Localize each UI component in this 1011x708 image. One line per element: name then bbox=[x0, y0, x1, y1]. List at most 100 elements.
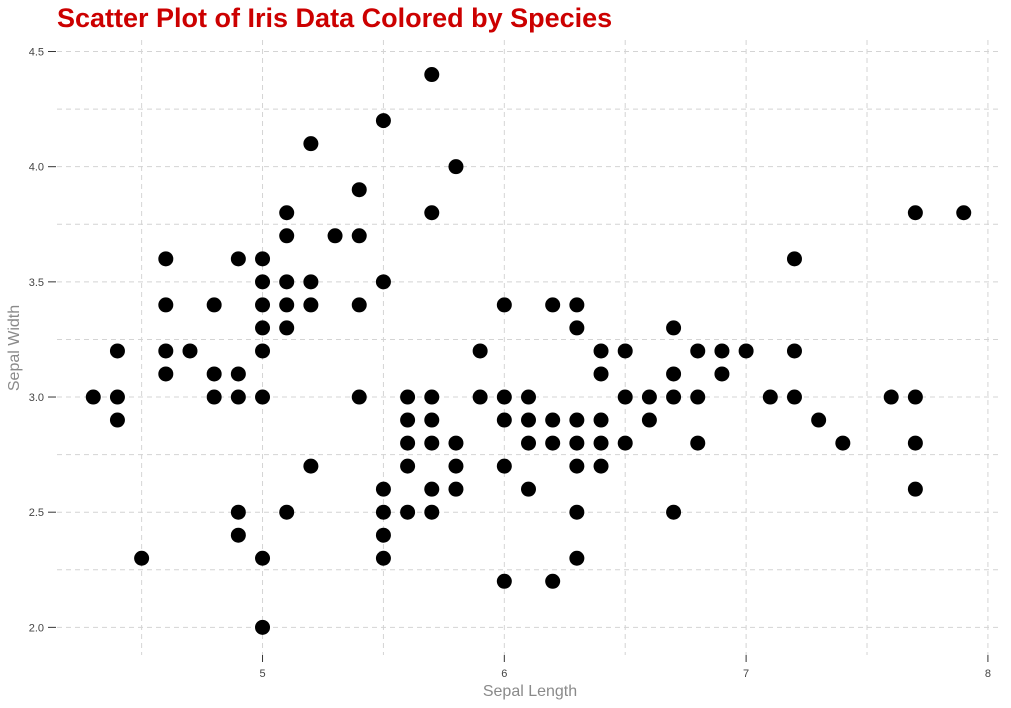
data-point bbox=[351, 182, 367, 198]
data-point bbox=[496, 412, 512, 428]
data-point bbox=[569, 412, 585, 428]
data-point bbox=[593, 366, 609, 382]
y-tick-label: 3.0 bbox=[29, 392, 44, 404]
data-point bbox=[738, 343, 754, 359]
data-point bbox=[569, 504, 585, 520]
data-point bbox=[593, 458, 609, 474]
data-point bbox=[375, 527, 391, 543]
data-point bbox=[641, 389, 657, 405]
data-point bbox=[617, 343, 633, 359]
data-point bbox=[496, 458, 512, 474]
y-tick-label: 4.5 bbox=[29, 47, 44, 59]
data-point bbox=[327, 228, 343, 244]
data-point bbox=[230, 527, 246, 543]
data-point bbox=[666, 389, 682, 405]
x-tick-label: 6 bbox=[501, 668, 507, 680]
data-point bbox=[230, 251, 246, 267]
data-point bbox=[230, 504, 246, 520]
data-point bbox=[400, 458, 416, 474]
data-point bbox=[303, 274, 319, 290]
data-point bbox=[400, 389, 416, 405]
data-point bbox=[158, 297, 174, 313]
data-point bbox=[811, 412, 827, 428]
data-point bbox=[182, 343, 198, 359]
data-point bbox=[158, 251, 174, 267]
chart-title: Scatter Plot of Iris Data Colored by Spe… bbox=[57, 3, 612, 33]
data-point bbox=[424, 435, 440, 451]
data-point bbox=[521, 481, 536, 497]
data-point bbox=[424, 67, 440, 83]
data-point bbox=[496, 573, 512, 589]
data-point bbox=[569, 435, 585, 451]
data-point bbox=[255, 343, 271, 359]
data-point bbox=[424, 412, 440, 428]
data-point bbox=[375, 550, 391, 566]
data-point bbox=[786, 389, 802, 405]
data-point bbox=[617, 389, 633, 405]
data-point bbox=[883, 389, 899, 405]
data-point bbox=[255, 274, 271, 290]
data-point bbox=[303, 458, 319, 474]
data-point bbox=[569, 320, 585, 336]
data-point bbox=[375, 504, 391, 520]
data-point bbox=[545, 435, 561, 451]
data-point bbox=[496, 297, 512, 313]
data-point bbox=[424, 481, 440, 497]
y-axis-title: Sepal Width bbox=[6, 305, 23, 391]
data-point bbox=[593, 343, 609, 359]
data-point bbox=[279, 228, 295, 244]
data-point bbox=[351, 228, 367, 244]
data-point bbox=[569, 297, 585, 313]
x-tick-label: 7 bbox=[743, 668, 749, 680]
data-point bbox=[472, 389, 488, 405]
data-point bbox=[255, 320, 271, 336]
data-point bbox=[400, 504, 416, 520]
data-point bbox=[279, 504, 295, 520]
data-point bbox=[158, 366, 174, 382]
data-point bbox=[424, 504, 440, 520]
data-point bbox=[907, 481, 923, 497]
data-point bbox=[714, 366, 730, 382]
data-points bbox=[85, 67, 972, 635]
data-point bbox=[762, 389, 778, 405]
data-point bbox=[521, 435, 536, 451]
x-tick-label: 5 bbox=[259, 668, 265, 680]
data-point bbox=[690, 343, 706, 359]
data-point bbox=[109, 412, 125, 428]
data-point bbox=[690, 389, 706, 405]
data-point bbox=[666, 320, 682, 336]
axes: 5 6 7 8 2.0 2.5 3.0 3.5 4.0 4.5 bbox=[29, 47, 991, 680]
data-point bbox=[641, 412, 657, 428]
data-point bbox=[255, 619, 271, 635]
data-point bbox=[400, 412, 416, 428]
x-tick-label: 8 bbox=[985, 668, 991, 680]
data-point bbox=[907, 205, 923, 221]
data-point bbox=[158, 343, 174, 359]
data-point bbox=[496, 389, 512, 405]
data-point bbox=[448, 159, 464, 175]
data-point bbox=[279, 320, 295, 336]
data-point bbox=[569, 458, 585, 474]
data-point bbox=[786, 251, 802, 267]
data-point bbox=[400, 435, 416, 451]
data-point bbox=[448, 481, 464, 497]
data-point bbox=[206, 297, 222, 313]
data-point bbox=[666, 504, 682, 520]
data-point bbox=[666, 366, 682, 382]
data-point bbox=[617, 435, 633, 451]
data-point bbox=[375, 274, 391, 290]
data-point bbox=[956, 205, 972, 221]
y-tick-label: 4.0 bbox=[29, 162, 44, 174]
data-point bbox=[690, 435, 706, 451]
data-point bbox=[448, 458, 464, 474]
data-point bbox=[351, 389, 367, 405]
data-point bbox=[230, 366, 246, 382]
data-point bbox=[255, 550, 271, 566]
data-point bbox=[279, 297, 295, 313]
y-tick-label: 2.0 bbox=[29, 622, 44, 634]
data-point bbox=[472, 343, 488, 359]
y-tick-label: 3.5 bbox=[29, 277, 44, 289]
data-point bbox=[375, 113, 391, 129]
